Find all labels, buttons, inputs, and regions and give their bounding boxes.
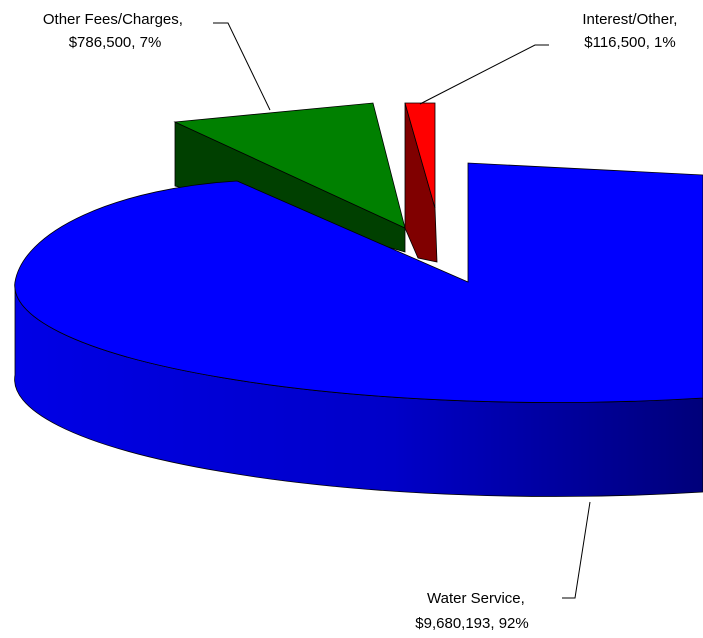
label-other-fees: Other Fees/Charges, $786,500, 7%: [43, 11, 187, 51]
leader-line-other-fees: [213, 22, 271, 111]
leader-line-water-service: [562, 501, 591, 599]
slice-interest-other: [404, 102, 436, 209]
label-interest-other: Interest/Other, $116,500, 1%: [582, 11, 681, 51]
leader-line-interest-other: [419, 44, 549, 105]
slice-water-service: [14, 162, 703, 403]
slice-other-fees: [173, 102, 406, 229]
label-water-service: Water Service, $9,680,193, 92%: [415, 590, 529, 632]
